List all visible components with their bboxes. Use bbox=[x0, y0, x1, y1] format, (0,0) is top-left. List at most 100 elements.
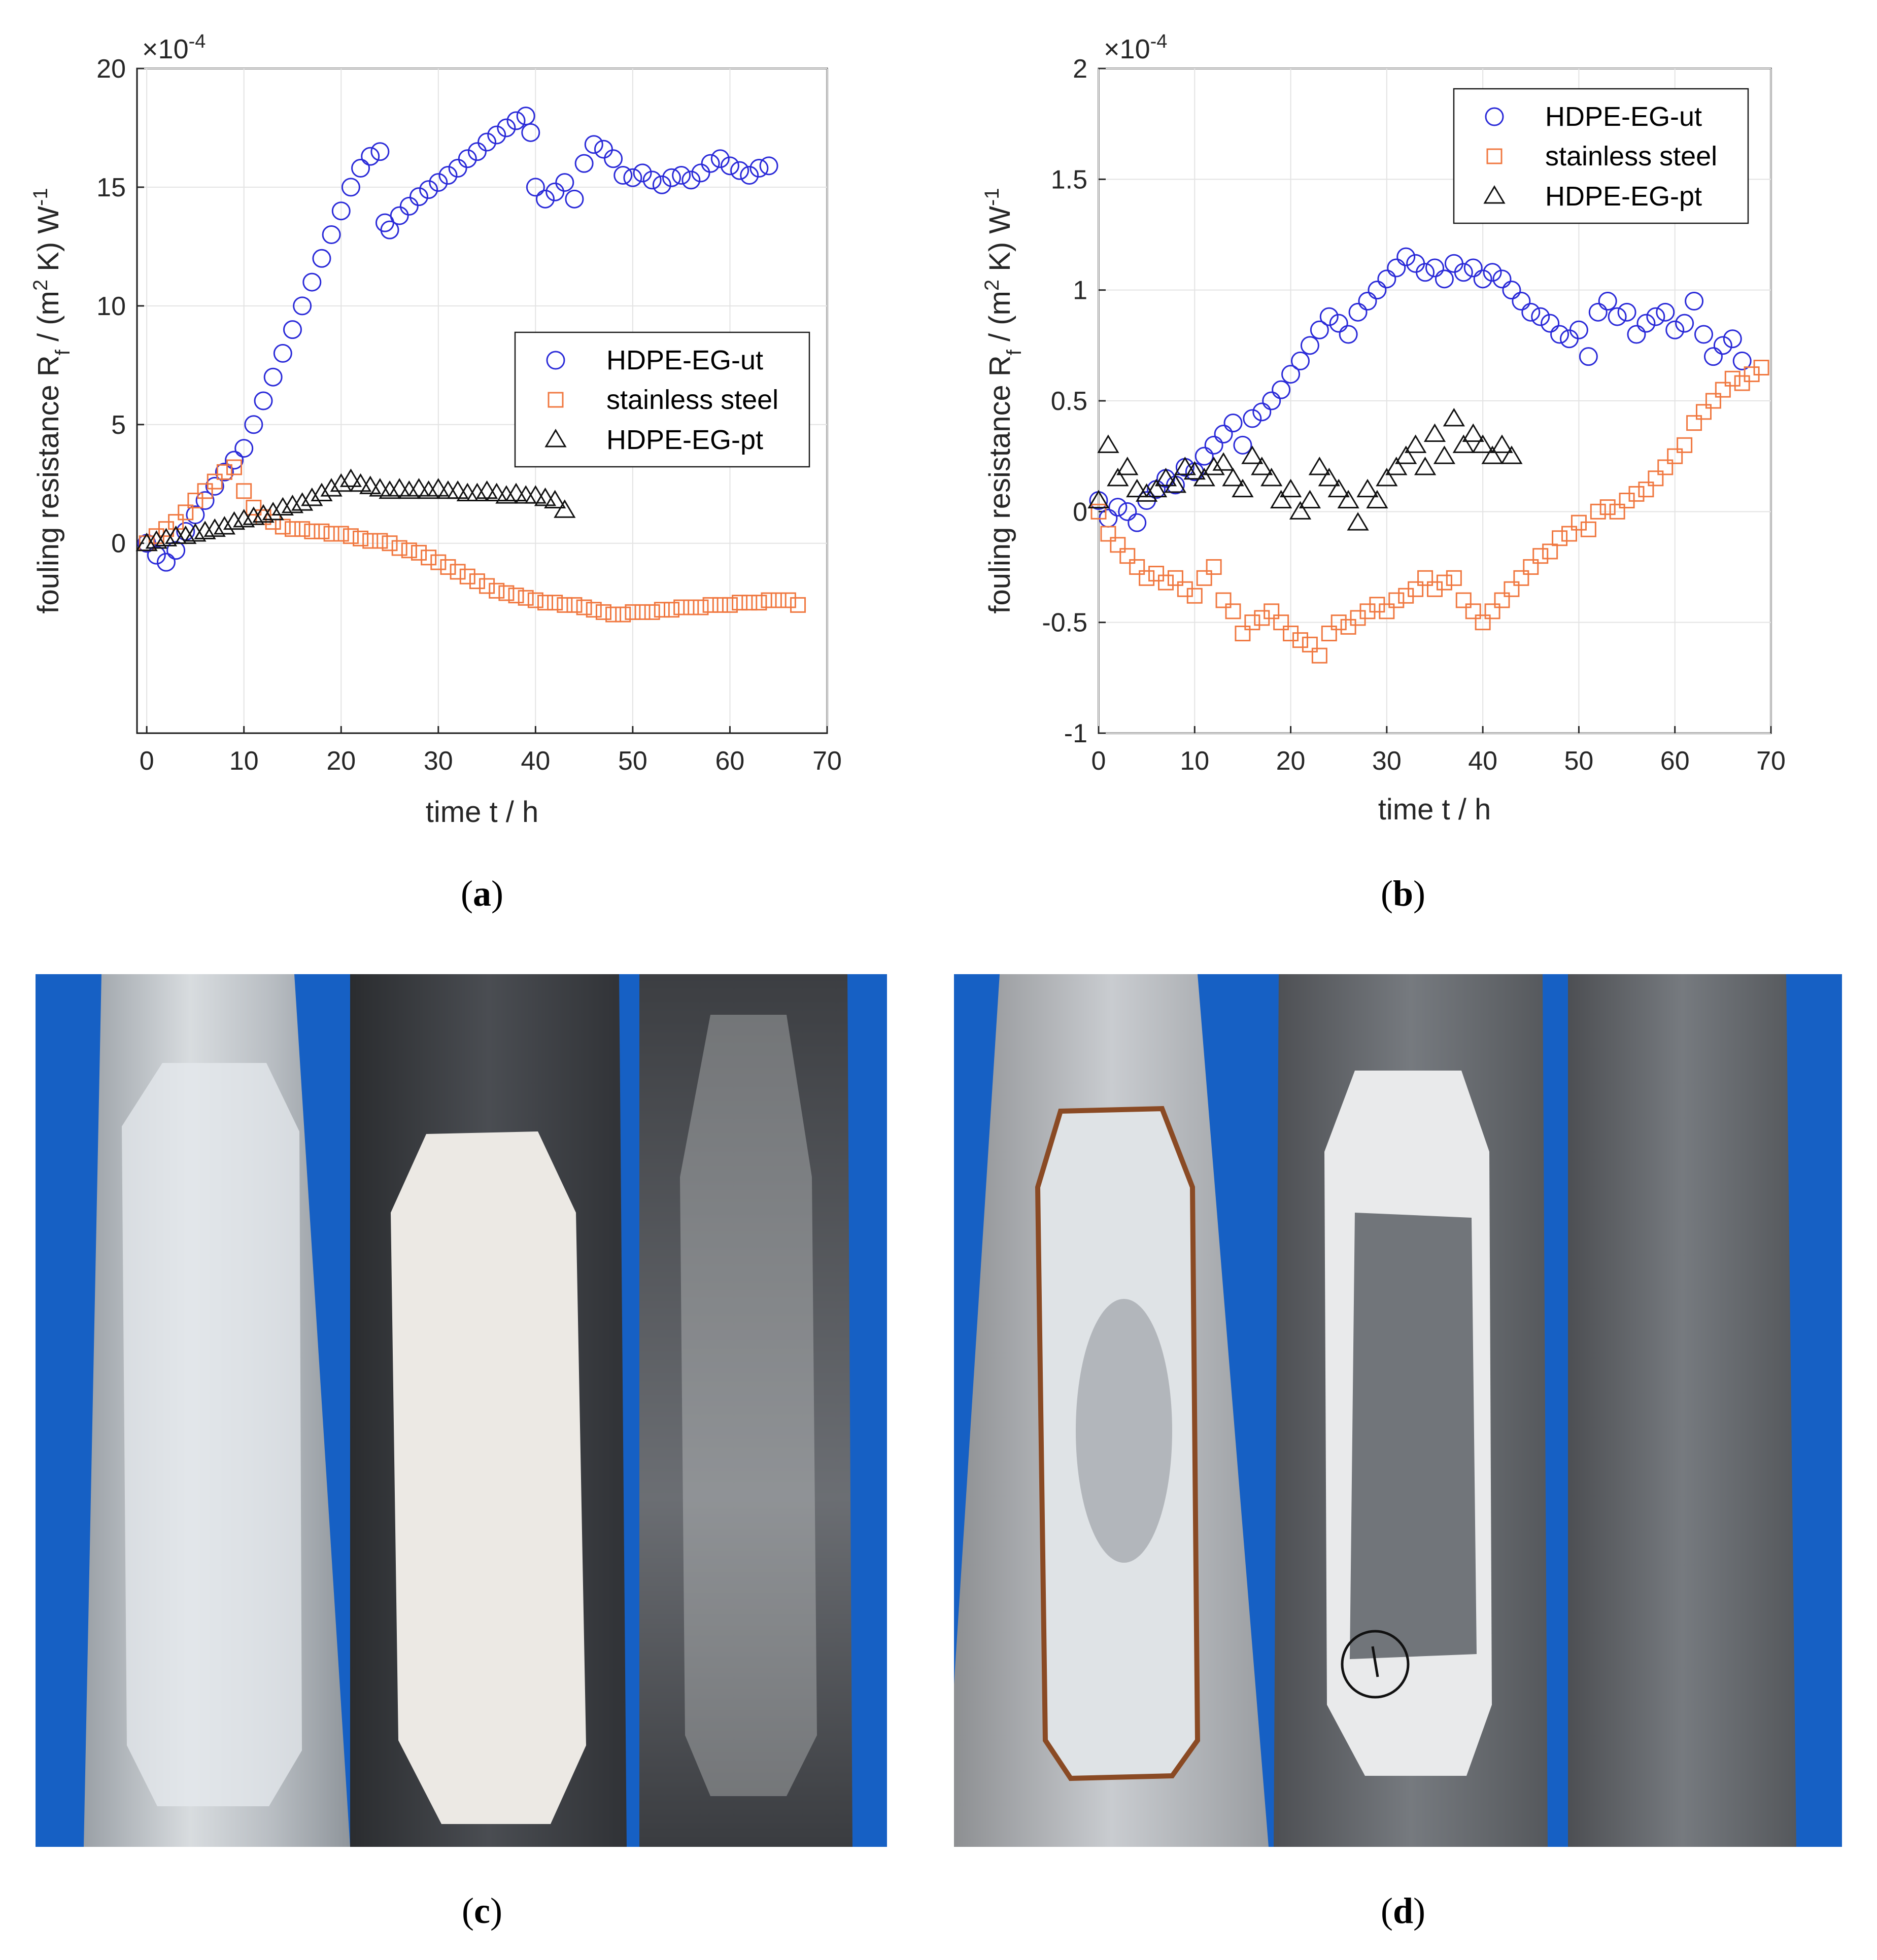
deposit-d1-center bbox=[1076, 1299, 1172, 1563]
data-point-circle bbox=[1387, 258, 1406, 278]
data-point-triangle bbox=[1337, 490, 1359, 508]
data-point-circle bbox=[749, 159, 769, 178]
data-point-circle bbox=[1703, 347, 1723, 366]
data-point-circle bbox=[1310, 320, 1329, 339]
data-point-circle bbox=[642, 170, 662, 190]
legend-label-pt-b: HDPE-EG-pt bbox=[1545, 181, 1702, 212]
data-point-triangle bbox=[369, 478, 391, 497]
data-point-square bbox=[1734, 375, 1750, 391]
data-point-square bbox=[207, 473, 223, 490]
data-point-circle bbox=[1463, 258, 1483, 278]
data-point-square bbox=[605, 606, 622, 623]
data-point-circle bbox=[1425, 258, 1444, 278]
data-point-square bbox=[1186, 588, 1203, 604]
data-point-square bbox=[333, 526, 349, 542]
deposit-c1 bbox=[122, 1063, 302, 1806]
data-point-triangle bbox=[1366, 490, 1388, 508]
data-point-circle bbox=[633, 163, 652, 183]
data-point-circle bbox=[574, 154, 594, 173]
data-point-circle bbox=[1675, 314, 1694, 333]
data-point-triangle bbox=[203, 518, 226, 537]
data-point-circle bbox=[555, 173, 574, 192]
data-point-square bbox=[1648, 470, 1664, 487]
data-point-square bbox=[314, 523, 330, 539]
data-point-circle bbox=[487, 125, 506, 145]
data-point-circle bbox=[1348, 302, 1368, 322]
ticks-a: 0 10 20 30 40 50 60 70 0 5 10 15 20 bbox=[96, 54, 842, 776]
data-point-circle bbox=[623, 168, 642, 187]
data-point-circle bbox=[1541, 314, 1560, 333]
y-tick-label: 10 bbox=[96, 292, 126, 321]
data-point-triangle bbox=[213, 516, 236, 535]
data-point-circle bbox=[1233, 435, 1252, 455]
exponent-label-b: ×10-4 bbox=[1104, 31, 1167, 64]
data-point-square bbox=[625, 604, 641, 620]
data-point-triangle bbox=[145, 530, 167, 549]
data-point-triangle bbox=[223, 511, 246, 530]
y-tick-label: 0 bbox=[1073, 497, 1087, 527]
data-point-circle bbox=[1579, 347, 1598, 366]
y-tick-label: -0.5 bbox=[1042, 608, 1087, 638]
data-point-circle bbox=[1300, 336, 1319, 355]
data-point-triangle bbox=[1318, 467, 1340, 487]
data-point-circle bbox=[536, 189, 555, 209]
data-point-triangle bbox=[1347, 512, 1369, 531]
x-tick-label: 40 bbox=[521, 746, 550, 776]
data-point-circle bbox=[1128, 513, 1147, 532]
data-point-square bbox=[1455, 592, 1472, 608]
data-point-triangle bbox=[262, 501, 284, 521]
data-point-circle bbox=[361, 147, 380, 166]
data-point-square bbox=[770, 592, 787, 608]
y-axis-label-a: fouling resistance Rf / (m2 K) W-1 bbox=[29, 188, 74, 613]
data-point-square bbox=[401, 542, 417, 559]
data-point-circle bbox=[1492, 269, 1512, 289]
data-point-triangle bbox=[495, 485, 518, 504]
data-point-square bbox=[1667, 448, 1683, 464]
data-point-circle bbox=[691, 163, 710, 183]
arrow-marker bbox=[1371, 1646, 1379, 1677]
legend-label-ss-b: stainless steel bbox=[1545, 141, 1717, 171]
data-point-circle bbox=[1502, 281, 1521, 300]
y-tick-label: -1 bbox=[1064, 719, 1087, 748]
data-point-square bbox=[537, 595, 554, 611]
data-point-circle bbox=[1281, 365, 1301, 384]
data-point-circle bbox=[506, 111, 526, 130]
data-point-circle bbox=[1396, 247, 1416, 266]
data-point-circle bbox=[1531, 307, 1550, 326]
data-point-triangle bbox=[1279, 478, 1302, 498]
data-point-triangle bbox=[388, 478, 411, 497]
data-point-triangle bbox=[175, 525, 197, 544]
legend-label-ss-a: stainless steel bbox=[606, 385, 778, 415]
data-point-circle bbox=[681, 170, 701, 190]
data-point-circle bbox=[331, 201, 351, 221]
data-point-square bbox=[702, 597, 719, 613]
y-tick-label: 20 bbox=[96, 54, 126, 84]
data-point-triangle bbox=[1356, 478, 1379, 498]
data-point-triangle bbox=[1270, 490, 1292, 508]
data-point-triangle bbox=[1376, 467, 1398, 487]
x-tick-label: 0 bbox=[140, 746, 154, 776]
x-tick-label: 30 bbox=[1372, 746, 1402, 776]
data-point-circle bbox=[273, 343, 292, 363]
data-point-circle bbox=[1214, 425, 1233, 443]
data-point-square bbox=[508, 588, 524, 604]
data-point-triangle bbox=[271, 497, 294, 516]
data-point-square bbox=[654, 602, 670, 618]
data-point-triangle bbox=[1203, 457, 1225, 475]
data-point-square bbox=[246, 500, 262, 516]
data-point-triangle bbox=[475, 480, 498, 499]
data-point-square bbox=[1657, 459, 1674, 475]
data-point-circle bbox=[438, 166, 458, 185]
data-point-square bbox=[294, 521, 311, 537]
data-point-circle bbox=[710, 149, 730, 168]
data-point-square bbox=[1340, 618, 1356, 635]
data-point-triangle bbox=[1251, 457, 1273, 475]
data-point-square bbox=[1379, 603, 1395, 620]
data-point-circle bbox=[312, 249, 331, 268]
data-point-circle bbox=[156, 553, 176, 572]
data-point-square bbox=[1484, 603, 1500, 620]
data-point-circle bbox=[1195, 446, 1214, 466]
data-point-square bbox=[595, 604, 611, 620]
legend-label-pt-a: HDPE-EG-pt bbox=[606, 425, 763, 455]
data-point-circle bbox=[293, 296, 312, 316]
